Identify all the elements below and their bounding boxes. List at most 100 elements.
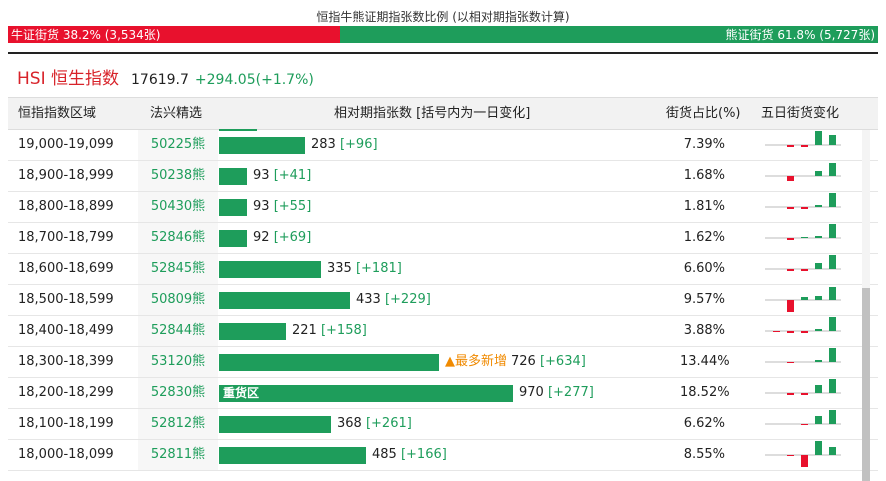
contracts-bar [219, 292, 350, 309]
scrollbar-thumb[interactable] [862, 288, 870, 481]
sparkline-bar [815, 441, 822, 455]
sparkline-bar [787, 145, 794, 147]
warrant-code-link[interactable]: 50430熊 [138, 192, 218, 222]
sparkline-bar [815, 360, 822, 362]
sparkline-svg [765, 379, 841, 395]
sparkline-bar [787, 269, 794, 271]
contracts-delta: [+261] [365, 416, 412, 431]
contracts-cell: 485 [+166] [219, 440, 679, 470]
contracts-cell: 368 [+261] [219, 409, 679, 439]
table-row: 18,400-18,499 52844熊 221 [+158] 3.88% [8, 316, 878, 347]
sparkline-bar [801, 331, 808, 333]
range-cell: 18,000-18,099 [18, 447, 114, 462]
five-day-sparkline [755, 316, 863, 346]
contracts-delta: [+181] [355, 261, 402, 276]
sparkline-bar [801, 424, 808, 425]
contracts-text: 283 [+96] [311, 130, 378, 160]
warrant-code-link[interactable]: 52845熊 [138, 254, 218, 284]
sparkline-svg [765, 224, 841, 240]
header-share: 街货占比(%) [666, 106, 741, 121]
five-day-sparkline [755, 409, 863, 439]
index-price: 17619.7 [131, 72, 189, 88]
sparkline-bar [801, 207, 808, 209]
contracts-text: 93 [+55] [253, 192, 311, 222]
prior-row-bar-edge [219, 129, 257, 131]
contracts-count: 93 [253, 168, 270, 183]
contracts-text: 433 [+229] [356, 285, 431, 315]
contracts-count: 726 [511, 354, 536, 369]
contracts-cell: 335 [+181] [219, 254, 679, 284]
table-header: 恒指指数区域 法兴精选 相对期指张数 [括号内为一日变化] 街货占比(%) 五日… [8, 97, 878, 131]
contracts-cell: 283 [+96] [219, 130, 679, 160]
contracts-count: 221 [292, 323, 317, 338]
five-day-sparkline [755, 161, 863, 191]
warrant-code-link[interactable]: 50225熊 [138, 130, 218, 160]
five-day-sparkline [755, 378, 863, 408]
sparkline-svg [765, 193, 841, 209]
header-contracts: 相对期指张数 [括号内为一日变化] [334, 106, 531, 121]
warrant-code-link[interactable]: 50809熊 [138, 285, 218, 315]
range-cell: 18,800-18,899 [18, 199, 114, 214]
sparkline-bar [787, 362, 794, 363]
sparkline-svg [765, 348, 841, 363]
index-name[interactable]: HSI 恒生指数 [17, 69, 119, 89]
header-range: 恒指指数区域 [18, 106, 97, 121]
contracts-text: 92 [+69] [253, 223, 311, 253]
contracts-count: 92 [253, 230, 270, 245]
warrant-code-link[interactable]: 52846熊 [138, 223, 218, 253]
sparkline-svg [765, 287, 841, 312]
contracts-text: ▲最多新增 726 [+634] [445, 347, 586, 377]
sparkline-bar [773, 331, 780, 332]
contracts-text: 368 [+261] [337, 409, 412, 439]
sparkline-bar [801, 393, 808, 395]
contracts-count: 283 [311, 137, 336, 152]
table-row: 18,900-18,999 50238熊 93 [+41] 1.68% [8, 161, 878, 192]
warrant-code-link[interactable]: 52830熊 [138, 378, 218, 408]
contracts-cell: 93 [+41] [219, 161, 679, 191]
warrant-code-link[interactable]: 50238熊 [138, 161, 218, 191]
warrant-code-link[interactable]: 52844熊 [138, 316, 218, 346]
share-cell: 6.60% [683, 261, 725, 276]
sparkline-svg [765, 163, 841, 181]
contracts-bar [219, 416, 331, 433]
sparkline-bar [787, 207, 794, 209]
bear-share-segment: 熊证街货 61.8% (5,727张) [340, 26, 878, 43]
contracts-delta: [+69] [273, 230, 312, 245]
table-row: 18,700-18,799 52846熊 92 [+69] 1.62% [8, 223, 878, 254]
sparkline-svg [765, 131, 841, 147]
sparkline-bar [815, 329, 822, 331]
contracts-bar [219, 385, 513, 402]
share-cell: 3.88% [683, 323, 725, 338]
bull-bear-ratio-bar: 牛证街货 38.2% (3,534张) 熊证街货 61.8% (5,727张) [8, 26, 878, 43]
sparkline-svg [765, 317, 841, 333]
five-day-sparkline [755, 440, 863, 470]
warrant-code-link[interactable]: 53120熊 [138, 347, 218, 377]
contracts-bar [219, 199, 247, 216]
sparkline-bar [801, 455, 808, 467]
warrant-code-link[interactable]: 52812熊 [138, 409, 218, 439]
contracts-bar [219, 447, 366, 464]
five-day-sparkline [755, 130, 863, 160]
share-cell: 1.62% [683, 230, 725, 245]
contracts-count: 485 [372, 447, 397, 462]
contracts-bar [219, 168, 247, 185]
sparkline-bar [829, 447, 836, 455]
range-cell: 18,900-18,999 [18, 168, 114, 183]
sparkline-bar [787, 393, 794, 395]
sparkline-bar [829, 224, 836, 238]
share-cell: 6.62% [683, 416, 725, 431]
contracts-bar [219, 354, 439, 371]
range-cell: 18,200-18,299 [18, 385, 114, 400]
range-cell: 18,100-18,199 [18, 416, 114, 431]
range-cell: 19,000-19,099 [18, 137, 114, 152]
bull-share-segment: 牛证街货 38.2% (3,534张) [8, 26, 341, 43]
sparkline-bar [829, 193, 836, 207]
sparkline-bar [787, 176, 794, 181]
ratio-title: 恒指牛熊证期指张数比例 (以相对期指张数计算) [316, 10, 570, 24]
contracts-bar [219, 261, 321, 278]
sparkline-bar [815, 236, 822, 238]
sparkline-bar [829, 317, 836, 331]
table-row: 18,600-18,699 52845熊 335 [+181] 6.60% [8, 254, 878, 285]
contracts-text: 485 [+166] [372, 440, 447, 470]
warrant-code-link[interactable]: 52811熊 [138, 440, 218, 470]
